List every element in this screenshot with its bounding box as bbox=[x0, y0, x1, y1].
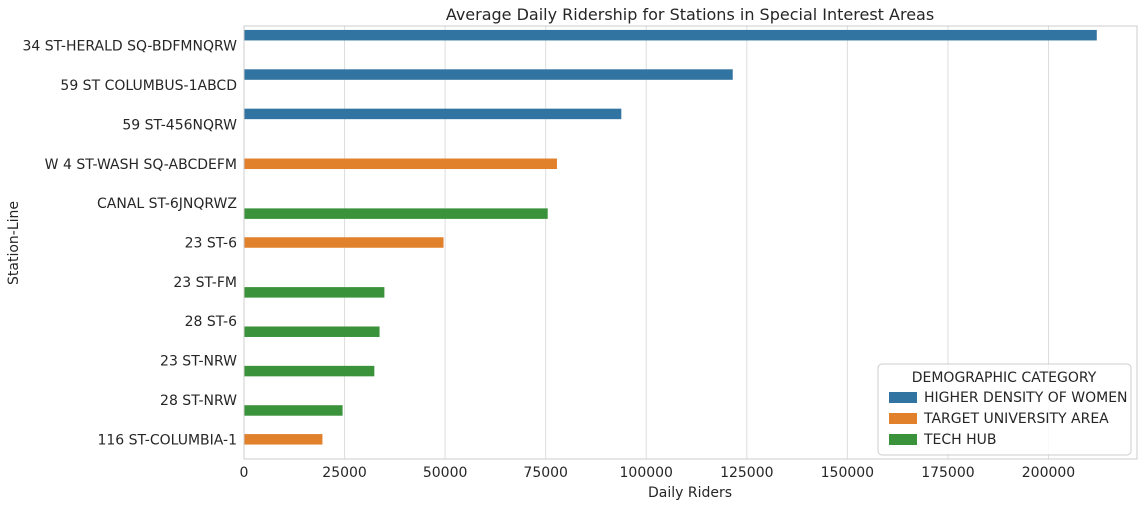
x-tick-labels: 0 25000 50000 75000 100000 125000 150000 175000… bbox=[240, 465, 1076, 481]
bar bbox=[244, 287, 385, 298]
gridlines bbox=[243, 26, 1050, 459]
bar bbox=[244, 434, 323, 445]
x-tick-label: 0 bbox=[240, 465, 249, 481]
x-tick-label: 100000 bbox=[620, 465, 673, 481]
legend: DEMOGRAPHIC CATEGORY HIGHER DENSITY OF W… bbox=[877, 363, 1132, 456]
chart-title: Average Daily Ridership for Stations in … bbox=[446, 5, 934, 24]
bar bbox=[244, 365, 375, 377]
x-axis-label: Daily Riders bbox=[648, 485, 732, 501]
y-tick-label: 23 ST-FM bbox=[173, 275, 237, 291]
bar bbox=[244, 208, 548, 219]
legend-box bbox=[877, 363, 1132, 456]
bar bbox=[244, 29, 1097, 41]
x-tick-label: 50000 bbox=[423, 465, 468, 481]
bars bbox=[244, 29, 1097, 445]
bar bbox=[244, 158, 557, 170]
plot-frame bbox=[243, 25, 1138, 460]
x-tick-label: 25000 bbox=[322, 465, 367, 481]
y-tick-label: 116 ST-COLUMBIA-1 bbox=[97, 432, 237, 448]
x-tick-label: 200000 bbox=[1022, 465, 1075, 481]
y-tick-label: CANAL ST-6JNQRWZ bbox=[97, 196, 237, 212]
legend-label: TECH HUB bbox=[923, 432, 997, 448]
x-tick-label: 125000 bbox=[720, 465, 773, 481]
y-tick-label: 23 ST-6 bbox=[185, 236, 237, 252]
y-tick-label: W 4 ST-WASH SQ-ABCDEFM bbox=[45, 157, 237, 173]
legend-swatch bbox=[889, 434, 917, 445]
bar bbox=[244, 326, 380, 337]
x-tick-label: 175000 bbox=[921, 465, 974, 481]
y-tick-labels: 34 ST-HERALD SQ-BDFMNQRW 59 ST COLUMBUS-1… bbox=[23, 39, 238, 449]
legend-swatch bbox=[889, 413, 917, 424]
legend-label: TARGET UNIVERSITY AREA bbox=[923, 411, 1109, 427]
legend-swatch bbox=[889, 392, 917, 403]
legend-title: DEMOGRAPHIC CATEGORY bbox=[912, 370, 1097, 386]
y-tick-label: 28 ST-6 bbox=[185, 314, 237, 330]
x-tick-label: 150000 bbox=[821, 465, 874, 481]
y-tick-label: 59 ST-456NQRW bbox=[122, 117, 237, 133]
y-tick-label: 59 ST COLUMBUS-1ABCD bbox=[60, 78, 237, 94]
y-tick-label: 34 ST-HERALD SQ-BDFMNQRW bbox=[23, 39, 238, 55]
bar bbox=[244, 237, 444, 248]
bar bbox=[244, 108, 622, 120]
x-tick-label: 75000 bbox=[523, 465, 568, 481]
legend-label: HIGHER DENSITY OF WOMEN bbox=[924, 390, 1128, 406]
y-axis-label: Station-Line bbox=[6, 201, 22, 285]
bar bbox=[244, 405, 343, 416]
y-tick-label: 28 ST-NRW bbox=[160, 393, 237, 409]
y-tick-label: 23 ST-NRW bbox=[160, 354, 237, 370]
bar bbox=[244, 69, 733, 80]
plot-border bbox=[243, 25, 1138, 460]
